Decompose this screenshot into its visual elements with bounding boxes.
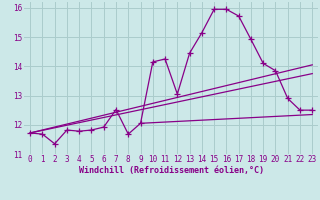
X-axis label: Windchill (Refroidissement éolien,°C): Windchill (Refroidissement éolien,°C) [79, 166, 264, 175]
